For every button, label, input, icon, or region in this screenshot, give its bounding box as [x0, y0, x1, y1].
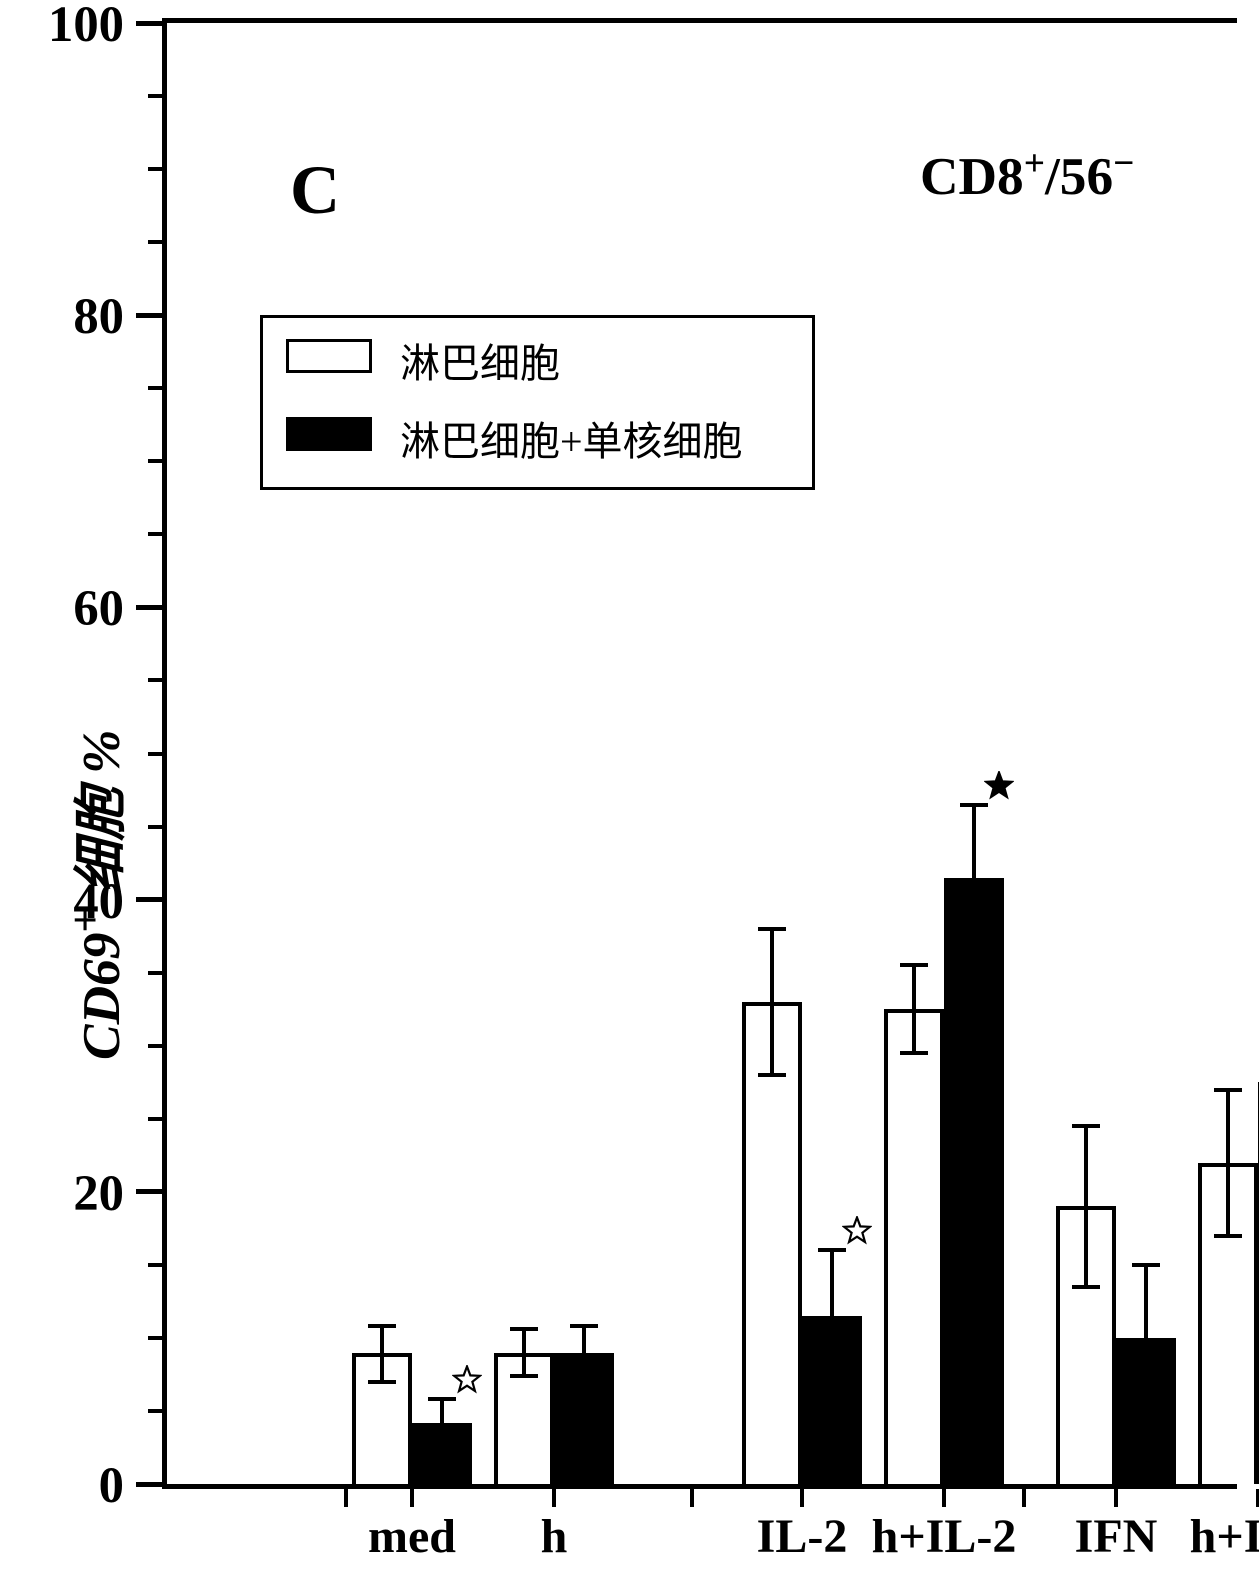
y-tick-minor: [148, 1336, 162, 1340]
x-tick: [800, 1489, 804, 1507]
y-tick-minor: [148, 1263, 162, 1267]
errorbar-cap: [900, 963, 928, 967]
errorbar-cap: [570, 1324, 598, 1328]
errorbar-line: [1084, 1126, 1088, 1287]
errorbar-cap: [758, 927, 786, 931]
x-tick-minor: [690, 1489, 694, 1507]
errorbar-line: [380, 1326, 384, 1382]
errorbar-line: [582, 1326, 586, 1379]
x-tick: [410, 1489, 414, 1507]
errorbar-line: [912, 965, 916, 1053]
errorbar-cap: [1132, 1409, 1160, 1413]
bar-hplusIL-2-s1: [884, 1009, 944, 1484]
errorbar-line: [440, 1399, 444, 1446]
x-tick-label: h: [444, 1509, 664, 1564]
y-tick-label: 0: [0, 1456, 124, 1514]
errorbar-cap: [960, 803, 988, 807]
errorbar-cap: [818, 1248, 846, 1252]
corner-label: CD8+/56−: [920, 142, 1134, 207]
errorbar-cap: [1072, 1124, 1100, 1128]
panel-letter: C: [290, 150, 340, 230]
y-tick-label: 100: [0, 0, 124, 53]
errorbar-cap: [428, 1444, 456, 1448]
errorbar-line: [770, 929, 774, 1075]
significance-marker: [984, 771, 1014, 801]
legend-swatch: [286, 417, 372, 451]
y-tick-label: 60: [0, 579, 124, 637]
errorbar-cap: [510, 1374, 538, 1378]
x-tick: [942, 1489, 946, 1507]
y-tick-label: 20: [0, 1164, 124, 1222]
errorbar-cap: [368, 1324, 396, 1328]
y-tick-label: 40: [0, 872, 124, 930]
errorbar-cap: [758, 1073, 786, 1077]
y-tick-minor: [148, 1117, 162, 1121]
errorbar-cap: [1214, 1234, 1242, 1238]
errorbar-cap: [368, 1380, 396, 1384]
errorbar-cap: [1214, 1088, 1242, 1092]
y-tick-major: [136, 1482, 162, 1487]
y-tick-label: 80: [0, 287, 124, 345]
x-tick: [1114, 1489, 1118, 1507]
significance-marker: [842, 1216, 872, 1246]
legend-label: 淋巴细胞: [400, 331, 560, 389]
y-tick-major: [136, 897, 162, 902]
bar-hplusIL-2-s2: [944, 878, 1004, 1484]
x-tick-label: h+IFN: [1148, 1509, 1259, 1564]
y-tick-major: [136, 21, 162, 26]
errorbar-cap: [960, 949, 988, 953]
errorbar-line: [1144, 1265, 1148, 1411]
legend-label: 淋巴细胞+单核细胞: [400, 409, 743, 467]
x-tick: [552, 1489, 556, 1507]
errorbar-cap: [570, 1377, 598, 1381]
y-tick-minor: [148, 1409, 162, 1413]
y-tick-minor: [148, 459, 162, 463]
errorbar-line: [972, 805, 976, 951]
x-tick-minor: [344, 1489, 348, 1507]
y-tick-minor: [148, 752, 162, 756]
errorbar-line: [1226, 1090, 1230, 1236]
errorbar-cap: [1132, 1263, 1160, 1267]
figure: CD69+ 细胞 % C CD8+/56− 020406080100medhIL…: [0, 0, 1259, 1576]
x-tick-minor: [1022, 1489, 1026, 1507]
y-tick-minor: [148, 167, 162, 171]
errorbar-cap: [818, 1380, 846, 1384]
y-tick-major: [136, 313, 162, 318]
y-tick-major: [136, 605, 162, 610]
legend-swatch: [286, 339, 372, 373]
y-tick-minor: [148, 678, 162, 682]
errorbar-cap: [1072, 1285, 1100, 1289]
y-tick-minor: [148, 532, 162, 536]
errorbar-cap: [900, 1051, 928, 1055]
y-tick-minor: [148, 240, 162, 244]
y-tick-minor: [148, 971, 162, 975]
errorbar-line: [830, 1250, 834, 1381]
errorbar-cap: [428, 1397, 456, 1401]
significance-marker: [452, 1365, 482, 1395]
y-tick-minor: [148, 386, 162, 390]
y-tick-minor: [148, 825, 162, 829]
y-tick-minor: [148, 94, 162, 98]
errorbar-line: [522, 1329, 526, 1376]
y-tick-major: [136, 1189, 162, 1194]
errorbar-cap: [510, 1327, 538, 1331]
y-tick-minor: [148, 1044, 162, 1048]
